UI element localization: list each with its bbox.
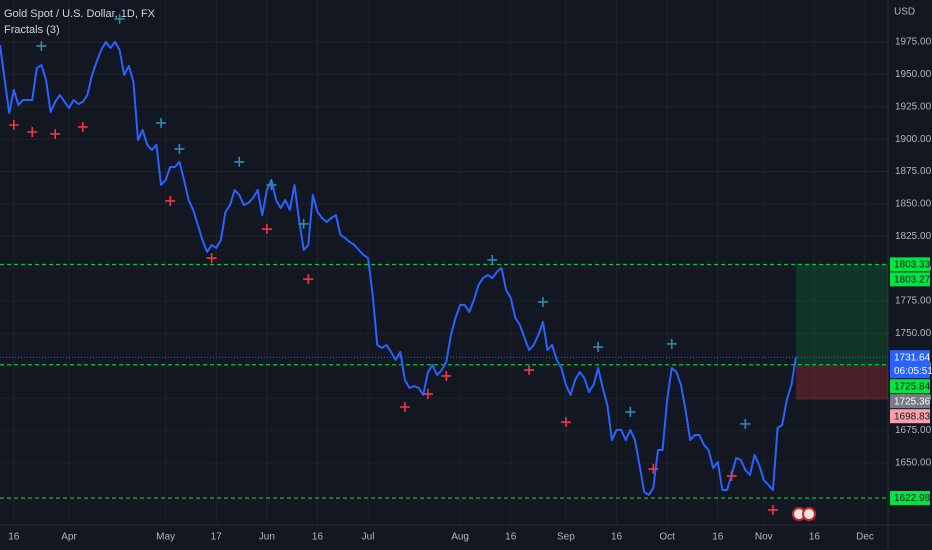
countdown-label: 06:05:51 (894, 366, 932, 377)
price-label: 1803.33 (894, 259, 931, 270)
fractal-up (174, 143, 185, 154)
fractal-up (593, 342, 604, 353)
x-tick-label: Jul (362, 532, 375, 543)
fractal-down (422, 388, 433, 399)
fractal-down (303, 274, 314, 285)
y-tick-label: 1950.00 (895, 69, 932, 80)
x-tick-label: 16 (312, 532, 324, 543)
fractal-down (206, 253, 217, 264)
fractal-up (625, 406, 636, 417)
y-tick-label: 1675.00 (895, 425, 932, 436)
y-tick-label: 1925.00 (895, 101, 932, 112)
price-label-bg (890, 394, 930, 409)
y-tick-label: 1650.00 (895, 458, 932, 469)
y-tick-label: 1750.00 (895, 328, 932, 339)
fractal-down (27, 126, 38, 137)
fractal-down (50, 128, 61, 139)
x-tick-label: 16 (611, 532, 623, 543)
y-tick-label: 1975.00 (895, 37, 932, 48)
price-label-bg (890, 409, 930, 424)
x-tick-label: 16 (505, 532, 517, 543)
fractal-down (8, 120, 19, 130)
price-label: 1622.98 (894, 493, 931, 504)
fractal-up (487, 254, 498, 265)
fractal-down (77, 121, 88, 132)
price-label-bg (890, 272, 930, 287)
y-tick-label: 1775.00 (895, 296, 932, 307)
price-line (0, 40, 797, 496)
fractal-up (666, 338, 677, 349)
x-tick-label: Aug (451, 532, 469, 543)
fractal-up (36, 40, 47, 51)
profit-zone (795, 264, 888, 366)
price-label-bg (890, 257, 930, 272)
y-tick-label: 1875.00 (895, 166, 932, 177)
fractal-down (524, 364, 535, 375)
y-tick-label: 1825.00 (895, 231, 932, 242)
fractal-down (726, 470, 737, 481)
price-label: 1698.83 (894, 411, 931, 422)
indicator-label: Fractals (3) (4, 24, 60, 36)
fractal-up (114, 13, 125, 24)
price-label-bg (890, 350, 930, 379)
fractal-down (165, 195, 176, 206)
x-tick-label: 16 (8, 532, 20, 543)
price-label-bg (890, 379, 930, 394)
price-label: 1725.84 (894, 381, 931, 392)
fractal-up (537, 296, 548, 307)
fractal-down (399, 401, 410, 412)
x-tick-label: Sep (557, 532, 575, 543)
x-tick-label: 16 (712, 532, 724, 543)
x-tick-label: Dec (856, 532, 874, 543)
fractal-up (234, 156, 245, 167)
fractal-up (740, 418, 751, 429)
fractal-up (156, 117, 167, 128)
fractal-down (261, 224, 272, 235)
loss-zone (795, 365, 888, 400)
price-label-bg (890, 490, 930, 505)
y-tick-label: 1850.00 (895, 199, 932, 210)
price-label: 1803.27 (894, 274, 931, 285)
price-label: 1731.64 (894, 352, 931, 363)
fractal-up (298, 218, 309, 229)
x-tick-label: Oct (659, 532, 675, 543)
x-tick-label: Apr (61, 532, 77, 543)
x-tick-label: May (156, 532, 175, 543)
fractal-down (767, 504, 778, 515)
x-tick-label: Jun (259, 532, 275, 543)
fractal-down (560, 417, 571, 428)
x-tick-label: 17 (211, 532, 223, 543)
price-label: 1725.36 (894, 396, 931, 407)
event-flag[interactable] (802, 507, 816, 521)
fractal-down (648, 463, 659, 474)
x-tick-label: Nov (755, 532, 773, 543)
x-tick-label: 16 (809, 532, 821, 543)
y-tick-label: 1900.00 (895, 134, 932, 145)
fractal-down (441, 370, 452, 381)
currency-label: USD (894, 7, 915, 18)
chart-title: Gold Spot / U.S. Dollar, 1D, FX (4, 8, 156, 20)
fractal-up (266, 179, 277, 190)
